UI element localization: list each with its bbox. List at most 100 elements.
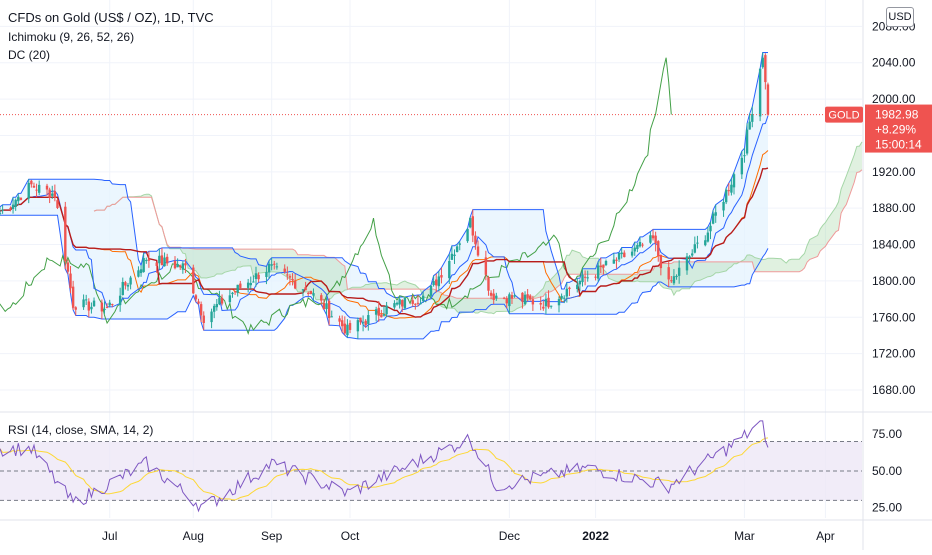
- candle-body: [181, 263, 185, 270]
- rsi-tick-label: 75.00: [872, 427, 902, 441]
- candle-body: [526, 294, 529, 298]
- price-tag: [865, 104, 932, 153]
- candle-body: [142, 258, 145, 272]
- candle-body: [677, 267, 681, 276]
- candle-body: [419, 303, 422, 305]
- candle-body: [489, 292, 493, 296]
- candle-body: [615, 259, 618, 261]
- candle-body: [602, 264, 605, 268]
- candle-body: [273, 263, 276, 265]
- candle-body: [649, 235, 652, 243]
- candle-body: [685, 256, 689, 271]
- candle-body: [581, 274, 584, 283]
- candle-body: [291, 279, 294, 281]
- ichimoku-legend[interactable]: Ichimoku (9, 26, 52, 26): [8, 30, 135, 44]
- candle-body: [184, 263, 187, 266]
- candle-body: [197, 301, 200, 304]
- price-tick-label: 1840.00: [872, 238, 916, 252]
- candle-body: [563, 297, 566, 299]
- candle-body: [173, 260, 177, 269]
- candle-body: [586, 277, 589, 279]
- candle-body: [304, 287, 307, 291]
- candle-body: [638, 241, 642, 247]
- currency-button[interactable]: USD: [886, 7, 914, 27]
- candle-body: [620, 252, 623, 255]
- candle-body: [568, 287, 571, 290]
- candle-body: [312, 293, 315, 296]
- candle-body: [513, 295, 516, 297]
- candle-body: [327, 300, 331, 319]
- candle-body: [675, 275, 678, 278]
- candle-body: [706, 232, 710, 242]
- candle-body: [523, 294, 527, 305]
- candle-body: [139, 269, 143, 274]
- candle-body: [714, 212, 717, 216]
- price-tick-label: 1680.00: [872, 383, 916, 397]
- candle-body: [455, 246, 459, 253]
- candle-body: [325, 303, 328, 309]
- candle-body: [403, 298, 407, 309]
- candle-body: [596, 265, 600, 279]
- candle-body: [361, 322, 365, 324]
- candle-body: [320, 295, 323, 301]
- candle-body: [283, 268, 286, 272]
- candle-body: [155, 262, 158, 266]
- candle-body: [270, 264, 273, 266]
- candle-body: [145, 260, 148, 262]
- candle-body: [66, 262, 70, 272]
- candle-body: [531, 299, 535, 305]
- candle-body: [471, 216, 474, 236]
- candle-body: [429, 285, 433, 296]
- candle-body: [583, 276, 587, 278]
- candle-body: [636, 245, 639, 250]
- candle-body: [416, 302, 420, 304]
- time-tick-label: 2022: [582, 529, 609, 543]
- candle-body: [377, 307, 380, 316]
- candle-body: [147, 259, 151, 261]
- candle-body: [495, 295, 498, 299]
- candle-body: [218, 297, 221, 305]
- candle-body: [502, 297, 506, 299]
- candle-body: [617, 252, 621, 260]
- time-tick-label: Jul: [102, 529, 117, 543]
- candle-body: [124, 282, 127, 286]
- candle-body: [604, 261, 608, 266]
- candle-body: [249, 283, 252, 286]
- candle-body: [71, 286, 75, 308]
- candle-body: [165, 256, 169, 264]
- candle-body: [468, 218, 472, 228]
- time-tick-label: Dec: [499, 529, 520, 543]
- candle-body: [160, 255, 164, 266]
- candle-body: [103, 308, 106, 311]
- candle-body: [356, 320, 360, 332]
- donchian-legend[interactable]: DC (20): [8, 48, 51, 62]
- candle-body: [286, 274, 289, 276]
- candle-body: [453, 254, 456, 256]
- price-tick-label: 1920.00: [872, 165, 916, 179]
- candle-body: [239, 283, 242, 288]
- candle-body: [547, 297, 550, 308]
- candle-body: [212, 305, 216, 312]
- candle-body: [484, 257, 488, 275]
- candle-body: [82, 299, 85, 308]
- price-tick-label: 1880.00: [872, 201, 916, 215]
- candle-body: [74, 307, 77, 310]
- candle-body: [199, 304, 203, 316]
- rsi-line: [0, 420, 769, 513]
- candle-body: [565, 288, 569, 297]
- kumo-cloud: [94, 141, 862, 314]
- candle-body: [440, 275, 443, 278]
- candle-body: [398, 299, 401, 305]
- time-tick-label: Oct: [341, 529, 360, 543]
- candle-body: [651, 235, 655, 239]
- time-tick-label: Aug: [183, 529, 204, 543]
- candle-body: [257, 274, 260, 280]
- candle-body: [688, 256, 691, 258]
- candle-body: [246, 282, 250, 288]
- candle-body: [549, 305, 553, 307]
- candle-body: [448, 260, 451, 279]
- rsi-legend[interactable]: RSI (14, close, SMA, 14, 2): [8, 423, 154, 437]
- candle-body: [69, 273, 72, 289]
